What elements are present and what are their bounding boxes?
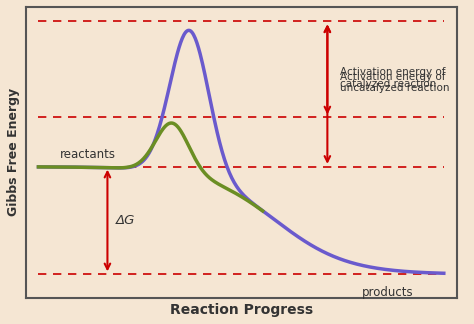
Text: Activation energy of
uncatalyzed reaction: Activation energy of uncatalyzed reactio… <box>340 72 450 93</box>
Text: Activation energy of
catalyzed reaction: Activation energy of catalyzed reaction <box>340 67 446 89</box>
X-axis label: Reaction Progress: Reaction Progress <box>170 303 313 317</box>
Y-axis label: Gibbs Free Energy: Gibbs Free Energy <box>7 88 20 216</box>
Text: reactants: reactants <box>60 148 116 161</box>
Text: ΔG: ΔG <box>116 214 136 227</box>
Text: products: products <box>362 286 413 299</box>
